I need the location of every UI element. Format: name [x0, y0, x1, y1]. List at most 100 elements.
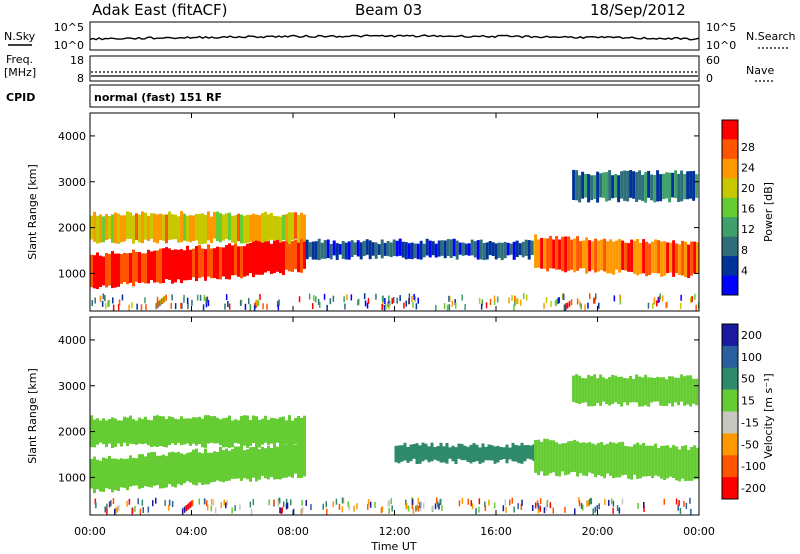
velocity-cell	[451, 445, 455, 462]
velocity-speckle	[420, 501, 422, 508]
velocity-ylabel: Slant Range [km]	[26, 368, 39, 464]
velocity-cell	[681, 446, 685, 479]
velocity-speckle	[285, 503, 288, 510]
velocity-cell	[189, 418, 192, 446]
velocity-cell	[454, 447, 458, 464]
power-cell	[413, 243, 417, 259]
velocity-cell	[108, 455, 111, 490]
power-cell	[225, 213, 228, 239]
velocity-speckle	[488, 499, 490, 506]
power-speckle	[326, 304, 328, 311]
power-speckle	[381, 304, 383, 310]
velocity-cell	[249, 447, 252, 482]
power-cell	[431, 241, 435, 256]
power-speckle	[515, 298, 518, 305]
power-cell	[374, 242, 378, 259]
velocity-cell	[195, 448, 198, 486]
velocity-speckle	[549, 502, 552, 509]
power-speckle	[516, 298, 519, 305]
power-cell	[99, 214, 102, 243]
power-cell	[249, 243, 252, 273]
power-cell	[114, 212, 117, 244]
power-cell	[665, 172, 669, 199]
velocity-speckle	[405, 503, 407, 510]
velocity-cell	[600, 442, 604, 477]
power-cell	[617, 175, 621, 203]
velocity-speckle	[286, 502, 289, 509]
velocity-speckle	[612, 500, 615, 507]
power-cell	[689, 171, 693, 199]
velocity-cell	[696, 447, 700, 479]
power-cell	[338, 244, 342, 255]
velocity-speckle	[335, 498, 338, 505]
power-speckle	[657, 297, 660, 304]
power-cell	[186, 245, 189, 281]
power-cell	[650, 174, 654, 201]
velocity-cell	[614, 375, 618, 403]
freq-right-tick-top: 60	[706, 54, 720, 67]
velocity-cell	[177, 419, 180, 443]
power-cell	[347, 241, 351, 260]
velocity-cell	[632, 379, 636, 403]
velocity-cell	[644, 374, 648, 406]
power-cell	[537, 239, 541, 268]
velocity-cell	[508, 447, 512, 460]
power-cell	[506, 242, 510, 256]
power-speckle	[329, 298, 332, 305]
velocity-speckle	[322, 503, 324, 510]
power-cell	[567, 236, 571, 271]
velocity-cell	[645, 445, 649, 477]
power-cell	[609, 239, 613, 274]
power-cell	[323, 240, 327, 259]
power-speckle	[191, 299, 193, 306]
velocity-cell	[523, 445, 527, 462]
power-cell	[470, 239, 474, 256]
power-cell	[189, 215, 192, 243]
power-speckle	[413, 293, 415, 300]
velocity-speckle	[226, 499, 228, 506]
power-cell	[192, 248, 195, 278]
velocity-cell	[603, 444, 607, 479]
velocity-cell	[611, 374, 615, 404]
velocity-speckle	[511, 497, 513, 504]
velocity-cell	[665, 379, 669, 406]
freq-right-tick-bottom: 0	[706, 72, 713, 85]
power-cell	[693, 241, 697, 274]
velocity-speckle	[521, 499, 523, 506]
velocity-speckle	[281, 507, 283, 514]
power-speckle	[408, 293, 411, 300]
power-cell	[488, 241, 492, 256]
velocity-cell	[93, 456, 96, 493]
power-speckle	[344, 303, 346, 310]
velocity-speckle	[578, 497, 580, 504]
velocity-cell	[201, 453, 204, 485]
power-speckle	[203, 294, 206, 301]
sky-left-tick-top: 10^5	[54, 21, 84, 34]
power-speckle	[366, 302, 369, 309]
velocity-speckle	[278, 497, 281, 504]
power-speckle	[690, 297, 692, 304]
velocity-speckle	[416, 504, 418, 511]
power-cell	[297, 214, 300, 243]
power-speckle	[520, 299, 522, 306]
power-speckle	[228, 303, 231, 310]
power-cell	[105, 253, 108, 288]
velocity-colorbar-frame	[721, 323, 739, 500]
power-colorbar-swatch	[722, 139, 738, 160]
power-speckle	[680, 294, 682, 301]
velocity-cell	[445, 443, 449, 464]
velocity-cell	[656, 376, 660, 402]
power-speckle	[207, 300, 210, 307]
power-cell	[210, 216, 213, 244]
velocity-cell	[135, 420, 138, 445]
velocity-speckle	[604, 499, 606, 505]
velocity-cell	[590, 376, 594, 407]
power-cell	[615, 240, 619, 270]
beam-title: Beam 03	[355, 1, 422, 19]
velocity-speckle	[369, 501, 372, 508]
velocity-speckle	[539, 505, 541, 512]
velocity-cell	[297, 441, 300, 479]
power-speckle	[332, 295, 335, 302]
power-cell	[219, 213, 222, 243]
velocity-cell	[144, 456, 147, 487]
